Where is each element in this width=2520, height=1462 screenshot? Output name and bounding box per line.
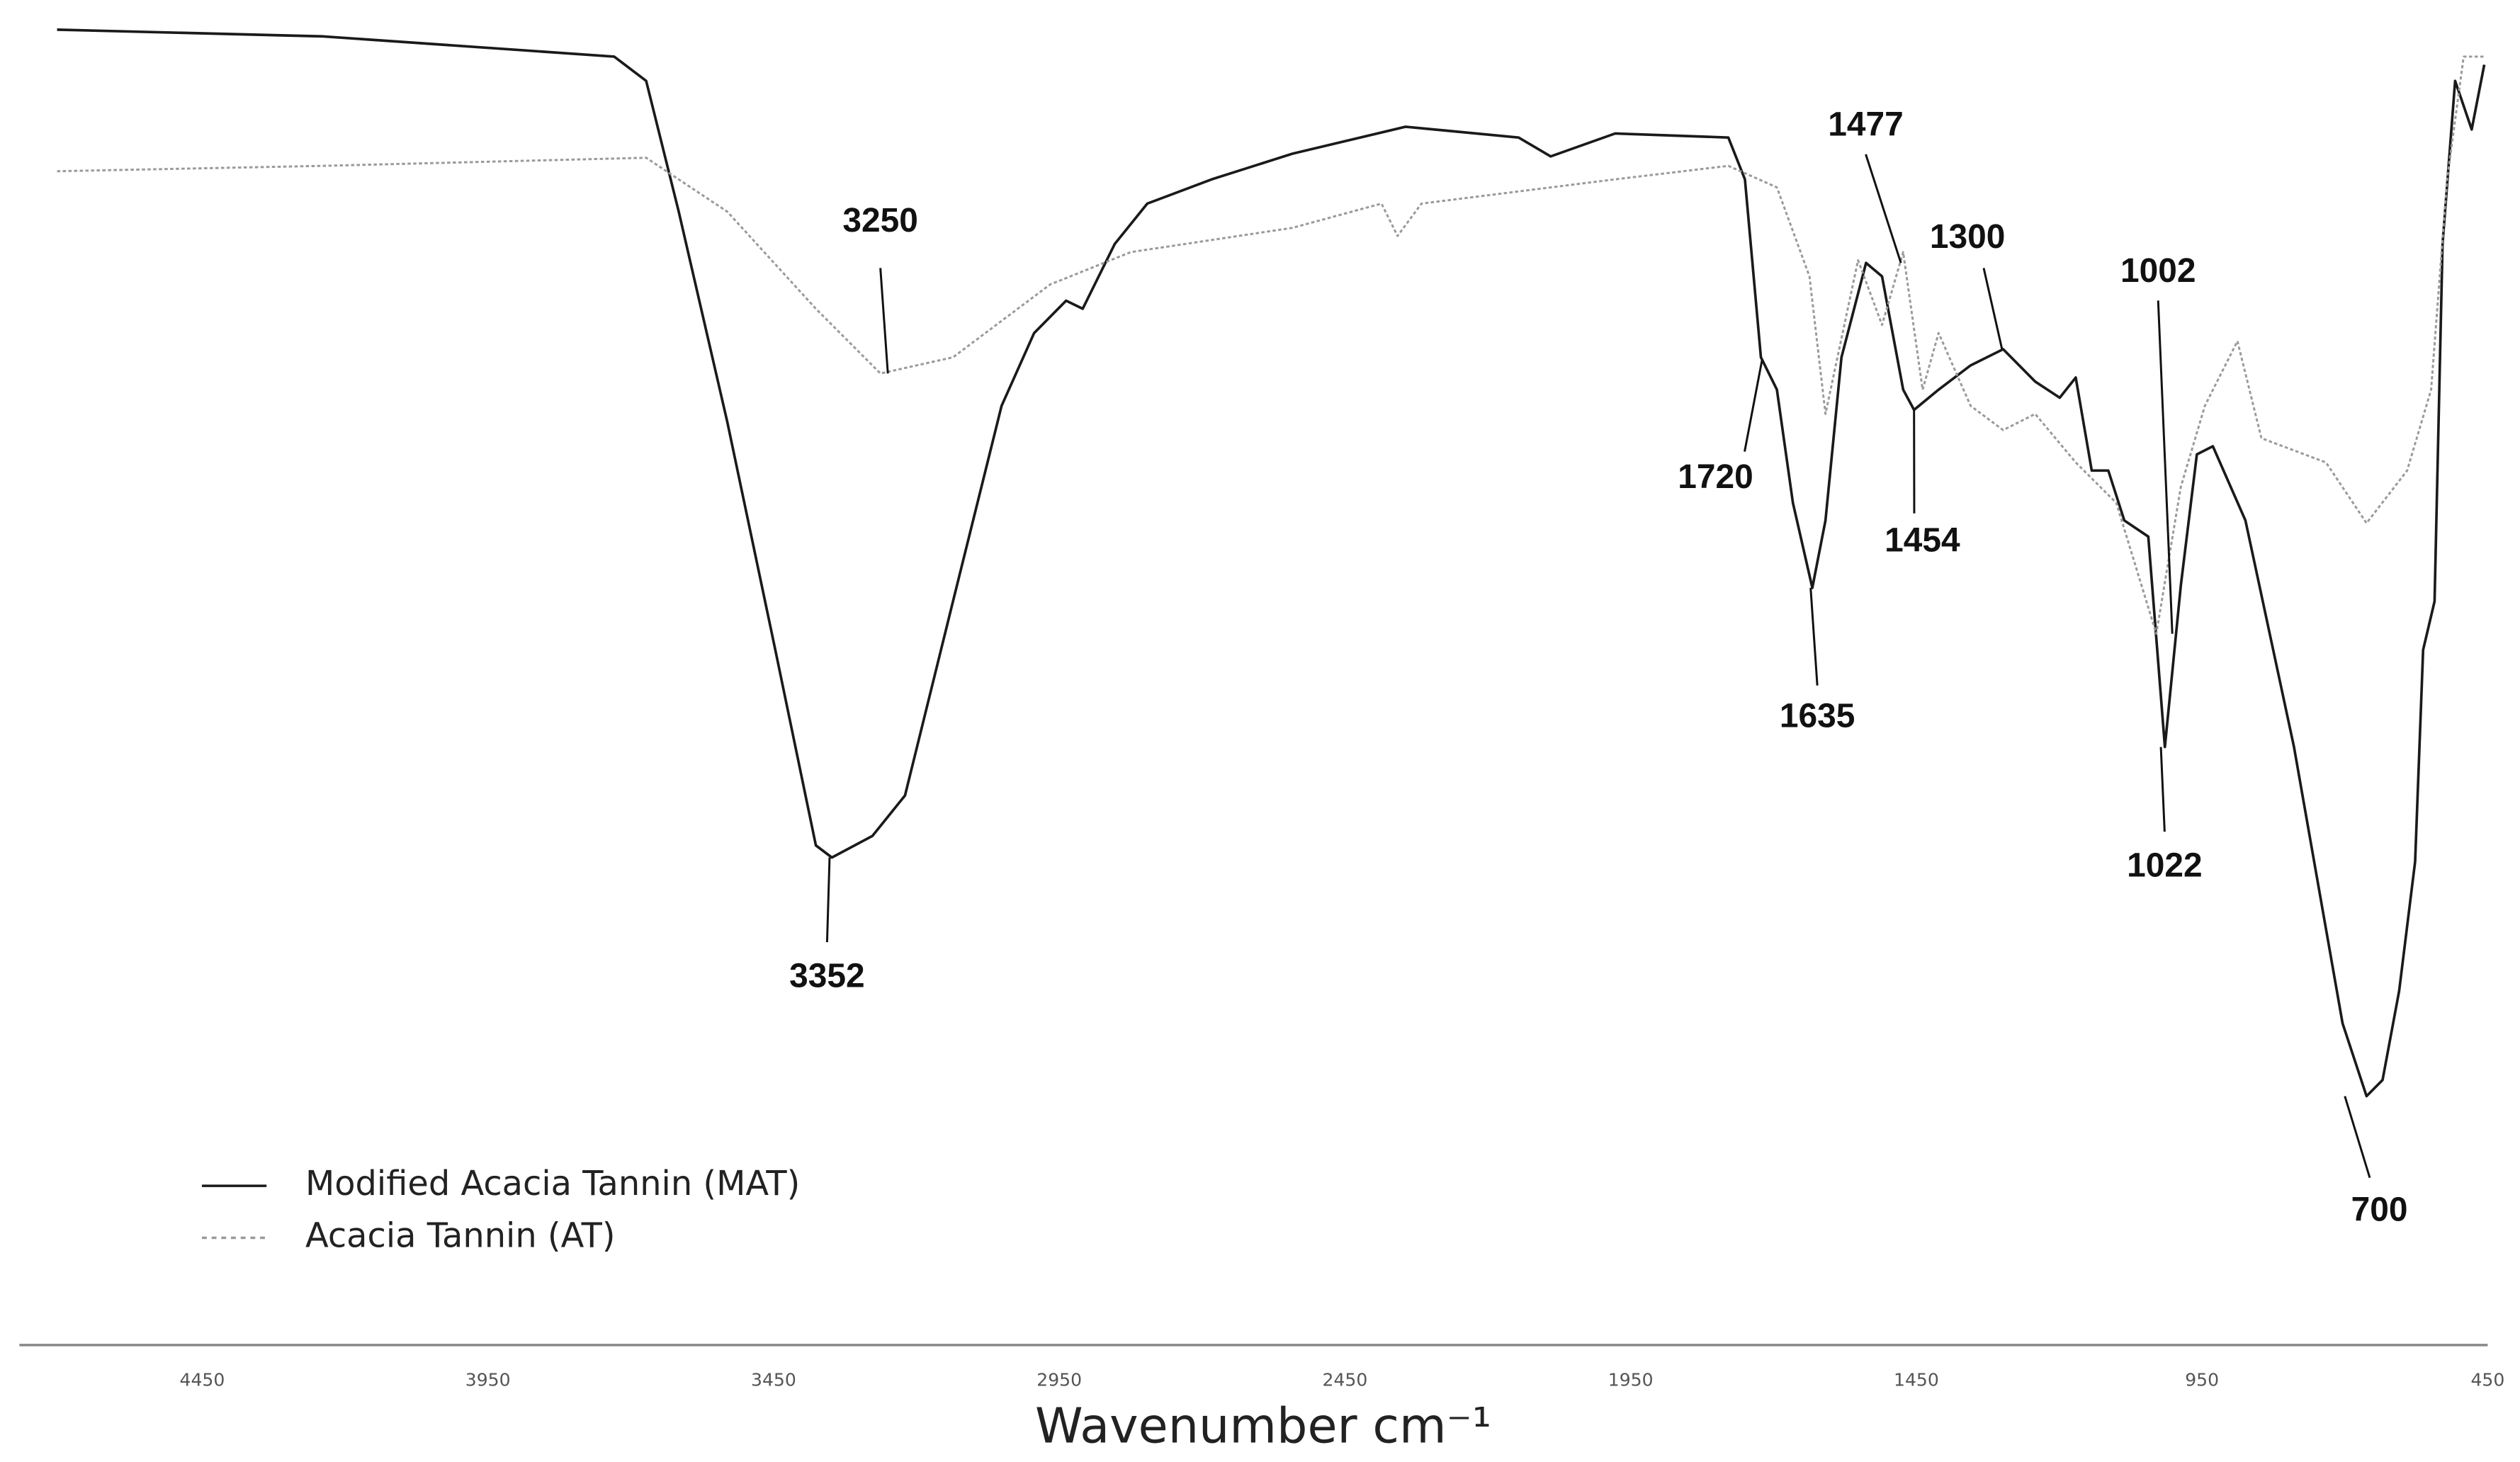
annotation-label: 1002 — [2120, 252, 2196, 290]
annotation-label: 1300 — [1930, 218, 2006, 256]
x-tick-label: 4450 — [180, 1369, 225, 1390]
annotation-label: 1720 — [1678, 458, 1753, 496]
x-tick-label: 2950 — [1036, 1369, 1082, 1390]
annotation-leader — [2159, 747, 2166, 832]
x-tick-label: 450 — [2470, 1369, 2504, 1390]
legend-label: Acacia Tannin (AT) — [305, 1216, 616, 1255]
annotation-leader — [879, 268, 889, 374]
legend-label: Modified Acacia Tannin (MAT) — [305, 1164, 800, 1203]
series-line — [57, 55, 2485, 635]
x-tick-label: 1450 — [1894, 1369, 1939, 1390]
x-tick-label: 3950 — [465, 1369, 511, 1390]
series-line — [57, 28, 2486, 1098]
annotation-label: 1454 — [1885, 522, 1960, 560]
x-tick-label: 950 — [2185, 1369, 2219, 1390]
x-tick-label: 3450 — [751, 1369, 796, 1390]
annotation-leader — [1744, 359, 1763, 452]
annotation-label: 1022 — [2127, 846, 2203, 884]
annotation-label: 3352 — [789, 957, 865, 994]
annotation-leader — [825, 857, 831, 943]
annotation-label: 3250 — [842, 202, 918, 239]
annotation-leader — [2157, 300, 2174, 634]
annotation-leader — [1865, 154, 1902, 264]
x-tick-label: 1950 — [1608, 1369, 1654, 1390]
annotation-label: 1635 — [1780, 697, 1855, 735]
annotation-leader — [1809, 587, 1819, 686]
annotation-label: 1477 — [1828, 106, 1904, 143]
annotation-leader — [2344, 1096, 2371, 1179]
x-tick-label: 2450 — [1323, 1369, 1368, 1390]
annotation-leader — [1982, 268, 2004, 350]
annotation-label: 700 — [2351, 1191, 2408, 1228]
x-axis-label: Wavenumber cm⁻¹ — [1035, 1398, 1491, 1454]
